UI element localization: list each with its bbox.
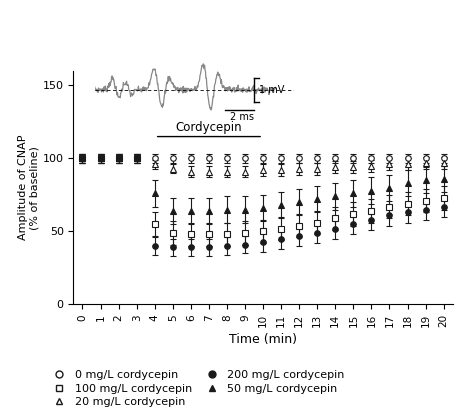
Text: 2 ms: 2 ms	[230, 112, 254, 122]
X-axis label: Time (min): Time (min)	[229, 333, 297, 346]
Text: 1 mV: 1 mV	[259, 85, 285, 95]
Legend: 0 mg/L cordycepin, 100 mg/L cordycepin, 20 mg/L cordycepin, 200 mg/L cordycepin,: 0 mg/L cordycepin, 100 mg/L cordycepin, …	[44, 366, 349, 412]
Text: Cordycepin: Cordycepin	[175, 121, 242, 133]
Y-axis label: Amplitude of CNAP
(% of baseline): Amplitude of CNAP (% of baseline)	[18, 135, 40, 240]
